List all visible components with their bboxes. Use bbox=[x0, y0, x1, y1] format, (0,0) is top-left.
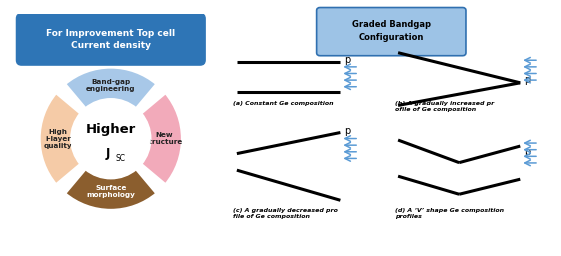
Text: (d) A ‘V’ shape Ge composition
profiles: (d) A ‘V’ shape Ge composition profiles bbox=[395, 208, 504, 219]
Text: Surface
morphology: Surface morphology bbox=[86, 185, 135, 198]
Text: p: p bbox=[344, 55, 351, 65]
Wedge shape bbox=[141, 93, 182, 185]
Text: High
i-layer
quality: High i-layer quality bbox=[44, 129, 72, 149]
Text: (c) A gradually decreased pro
file of Ge composition: (c) A gradually decreased pro file of Ge… bbox=[233, 208, 338, 219]
Text: (a) Constant Ge composition: (a) Constant Ge composition bbox=[233, 101, 334, 106]
Text: For Improvement Top cell
Current density: For Improvement Top cell Current density bbox=[46, 29, 176, 50]
FancyBboxPatch shape bbox=[213, 0, 561, 256]
Text: New
structure: New structure bbox=[145, 132, 183, 145]
Text: Higher: Higher bbox=[86, 123, 136, 136]
FancyBboxPatch shape bbox=[316, 7, 466, 56]
Text: Graded Bandgap
Configuration: Graded Bandgap Configuration bbox=[352, 20, 431, 42]
Wedge shape bbox=[65, 169, 157, 210]
Wedge shape bbox=[65, 67, 157, 109]
Text: J: J bbox=[106, 146, 110, 159]
Text: (b) A gradually increased pr
ofile of Ge composition: (b) A gradually increased pr ofile of Ge… bbox=[395, 101, 494, 112]
Circle shape bbox=[71, 99, 150, 178]
Text: p: p bbox=[525, 147, 531, 157]
Text: p: p bbox=[525, 75, 531, 85]
FancyBboxPatch shape bbox=[16, 14, 205, 65]
Text: Band-gap
engineering: Band-gap engineering bbox=[86, 79, 136, 92]
Text: SC: SC bbox=[115, 154, 125, 163]
Wedge shape bbox=[39, 93, 81, 185]
Text: p: p bbox=[344, 126, 351, 136]
